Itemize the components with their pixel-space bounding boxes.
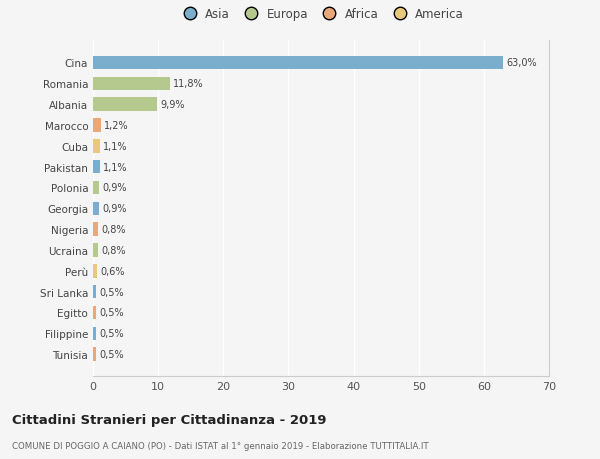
- Bar: [93, 223, 98, 236]
- Bar: [93, 244, 98, 257]
- Bar: [93, 264, 97, 278]
- Legend: Asia, Europa, Africa, America: Asia, Europa, Africa, America: [173, 4, 469, 26]
- Text: 0,5%: 0,5%: [100, 329, 124, 339]
- Bar: [93, 98, 157, 112]
- Bar: [93, 56, 503, 70]
- Text: 0,9%: 0,9%: [102, 183, 127, 193]
- Bar: [93, 77, 170, 91]
- Bar: [93, 327, 96, 341]
- Bar: [93, 140, 100, 153]
- Bar: [93, 161, 100, 174]
- Bar: [93, 306, 96, 319]
- Bar: [93, 347, 96, 361]
- Text: 0,5%: 0,5%: [100, 349, 124, 359]
- Bar: [93, 285, 96, 299]
- Text: 0,5%: 0,5%: [100, 287, 124, 297]
- Text: COMUNE DI POGGIO A CAIANO (PO) - Dati ISTAT al 1° gennaio 2019 - Elaborazione TU: COMUNE DI POGGIO A CAIANO (PO) - Dati IS…: [12, 441, 428, 450]
- Text: 0,8%: 0,8%: [101, 224, 126, 235]
- Text: 1,1%: 1,1%: [103, 141, 128, 151]
- Text: 63,0%: 63,0%: [506, 58, 537, 68]
- Text: 0,6%: 0,6%: [100, 266, 125, 276]
- Text: 11,8%: 11,8%: [173, 79, 204, 89]
- Text: 0,8%: 0,8%: [101, 246, 126, 255]
- Text: 1,1%: 1,1%: [103, 162, 128, 172]
- Text: 1,2%: 1,2%: [104, 121, 128, 131]
- Text: Cittadini Stranieri per Cittadinanza - 2019: Cittadini Stranieri per Cittadinanza - 2…: [12, 413, 326, 426]
- Bar: [93, 181, 99, 195]
- Text: 0,5%: 0,5%: [100, 308, 124, 318]
- Bar: [93, 119, 101, 133]
- Text: 9,9%: 9,9%: [161, 100, 185, 110]
- Text: 0,9%: 0,9%: [102, 204, 127, 214]
- Bar: [93, 202, 99, 216]
